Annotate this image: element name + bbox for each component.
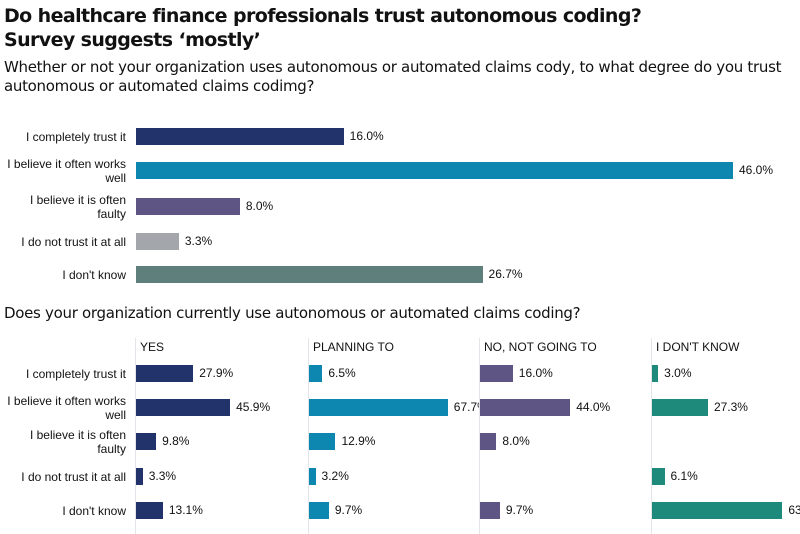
bar xyxy=(480,365,513,382)
category-label: I completely trust it xyxy=(25,130,126,144)
data-label: 46.0% xyxy=(739,163,774,177)
data-label: 45.9% xyxy=(236,400,271,414)
bar xyxy=(652,399,708,416)
bar xyxy=(480,502,500,519)
data-label: 8.0% xyxy=(502,434,530,448)
bar xyxy=(309,433,336,450)
bar xyxy=(480,399,571,416)
series-header: PLANNING TO xyxy=(313,340,394,354)
data-label: 27.3% xyxy=(713,400,748,414)
bar xyxy=(652,468,665,485)
data-label: 6.5% xyxy=(328,366,356,380)
top-chart-question: Whether or not your organization uses au… xyxy=(4,58,782,95)
bar xyxy=(136,198,240,215)
data-label: 27.9% xyxy=(199,366,234,380)
series-header: NO, NOT GOING TO xyxy=(484,340,597,354)
category-label: I believe it is often faulty xyxy=(29,193,126,221)
data-label: 44.0% xyxy=(576,400,611,414)
bar xyxy=(136,233,179,250)
data-label: 8.0% xyxy=(245,199,274,213)
category-label: I believe it often works well xyxy=(7,157,126,185)
bar xyxy=(309,502,329,519)
category-label: I do not trust it at all xyxy=(21,470,126,484)
data-label: 26.7% xyxy=(488,267,523,281)
category-label: I completely trust it xyxy=(25,367,126,381)
data-label: 12.9% xyxy=(341,434,376,448)
data-label: 63.6% xyxy=(788,503,800,517)
data-label: 6.1% xyxy=(670,469,698,483)
category-label: I believe it often works well xyxy=(7,394,126,422)
panel-divider xyxy=(479,338,480,534)
data-label: 9.8% xyxy=(162,434,190,448)
bar xyxy=(136,502,163,519)
bottom-chart-question: Does your organization currently use aut… xyxy=(4,304,581,322)
bar xyxy=(136,399,231,416)
bar xyxy=(136,365,194,382)
category-label: I don't know xyxy=(62,268,126,282)
bar xyxy=(136,433,157,450)
series-header: I DON'T KNOW xyxy=(656,340,740,354)
bar xyxy=(652,365,659,382)
data-label: 9.7% xyxy=(334,503,363,517)
category-label: I do not trust it at all xyxy=(21,235,126,249)
chart-title: Do healthcare finance professionals trus… xyxy=(4,4,642,52)
category-label: I don't know xyxy=(62,504,126,518)
data-label: 9.7% xyxy=(505,503,534,517)
bar xyxy=(309,365,323,382)
bar xyxy=(136,266,483,283)
bar xyxy=(309,399,448,416)
bar xyxy=(480,433,497,450)
bar xyxy=(652,502,783,519)
data-label: 3.3% xyxy=(148,469,177,483)
bar xyxy=(136,128,344,145)
bar xyxy=(309,468,316,485)
data-label: 13.1% xyxy=(168,503,203,517)
data-label: 3.2% xyxy=(321,469,349,483)
panel-divider xyxy=(651,338,652,534)
title-line-2: Survey suggests ‘mostly’ xyxy=(4,29,261,51)
panel-divider xyxy=(308,338,309,534)
series-header: YES xyxy=(140,340,165,354)
data-label: 3.0% xyxy=(664,366,692,380)
data-label: 3.3% xyxy=(184,234,213,248)
data-label: 16.0% xyxy=(349,129,384,143)
title-line-1: Do healthcare finance professionals trus… xyxy=(4,5,642,27)
panel-divider xyxy=(135,338,136,534)
data-label: 16.0% xyxy=(518,366,553,380)
bar xyxy=(136,162,733,179)
bar xyxy=(136,468,143,485)
category-label: I believe it is often faulty xyxy=(29,428,126,456)
